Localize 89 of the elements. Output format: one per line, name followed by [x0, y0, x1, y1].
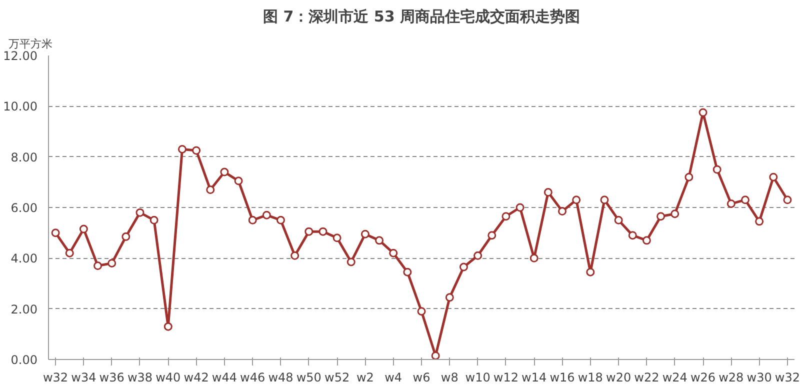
point: [136, 208, 144, 217]
x-tick-label: w34: [71, 370, 96, 384]
point: [360, 230, 370, 238]
point: [79, 224, 88, 234]
point: [290, 251, 300, 260]
x-tick-label: w30: [746, 370, 772, 384]
x-tick-label: w52: [324, 370, 350, 384]
x-tick-label: w48: [268, 370, 294, 384]
point: [530, 254, 538, 262]
y-tick-label: 6.00: [10, 201, 38, 215]
x-tick-label: w14: [522, 370, 547, 384]
point: [600, 196, 609, 204]
x-tick-label: w32: [42, 370, 68, 384]
y-tick-label: 10.00: [3, 100, 38, 114]
y-tick-label: 12.00: [3, 49, 38, 63]
point: [375, 236, 384, 245]
y-axis-title: 万平方米: [8, 38, 52, 50]
point: [262, 210, 271, 220]
x-tick-label: w44: [212, 370, 237, 384]
y-tick-label: 4.00: [10, 252, 38, 266]
x-tick-label: w46: [240, 370, 266, 384]
point: [445, 293, 454, 302]
point: [755, 217, 764, 226]
x-tick-label: w50: [296, 370, 322, 384]
point: [178, 144, 186, 154]
point: [712, 165, 722, 174]
point: [150, 216, 158, 224]
point: [389, 248, 398, 258]
point: [431, 351, 440, 360]
point: [726, 199, 736, 208]
point: [488, 231, 496, 240]
point: [614, 216, 623, 224]
y-tick-label: 0.00: [10, 353, 38, 367]
point: [642, 236, 651, 245]
y-tick-label: 8.00: [10, 150, 38, 164]
point: [740, 196, 750, 204]
point: [234, 176, 243, 186]
point: [572, 196, 581, 204]
point: [206, 186, 215, 194]
point: [248, 216, 257, 224]
point: [769, 172, 778, 182]
point: [628, 231, 637, 240]
x-tick-label: w24: [662, 370, 688, 384]
point: [94, 262, 102, 270]
point: [502, 212, 510, 221]
point: [698, 108, 708, 117]
point: [65, 248, 74, 258]
point: [670, 210, 680, 218]
point: [318, 227, 328, 236]
point: [192, 146, 201, 155]
x-tick-label: w18: [578, 370, 603, 384]
point: [684, 172, 694, 182]
point: [474, 251, 482, 260]
x-tick-label: w38: [127, 370, 153, 384]
x-tick-label: w40: [156, 370, 181, 384]
point: [656, 212, 666, 221]
x-tick-label: w22: [634, 370, 660, 384]
x-tick-label: w32: [774, 370, 800, 384]
point: [558, 207, 567, 216]
x-tick-label: w12: [493, 370, 519, 384]
point: [586, 268, 595, 276]
x-tick-label: w36: [99, 370, 124, 384]
point: [417, 307, 426, 316]
x-tick-label: w8: [440, 370, 458, 384]
x-tick-label: w2: [356, 370, 374, 384]
point: [164, 322, 172, 331]
point: [346, 258, 356, 266]
point: [108, 258, 116, 268]
point: [51, 228, 60, 238]
point: [332, 234, 342, 242]
x-tick-label: w16: [550, 370, 575, 384]
point: [276, 216, 285, 224]
point: [220, 168, 229, 176]
x-tick-label: w28: [718, 370, 744, 384]
point: [304, 227, 314, 236]
y-tick-label: 2.00: [10, 302, 38, 316]
x-tick-label: w20: [606, 370, 632, 384]
point: [516, 203, 524, 212]
x-tick-label: w26: [690, 370, 716, 384]
point: [783, 196, 792, 204]
point: [459, 262, 468, 272]
x-tick-label: w42: [184, 370, 209, 384]
x-tick-label: w4: [384, 370, 402, 384]
chart-title: 图 7：深圳市近 53 周商品住宅成交面积走势图: [263, 8, 580, 26]
x-tick-label: w6: [412, 370, 430, 384]
point: [403, 268, 412, 276]
x-tick-label: w10: [465, 370, 490, 384]
point: [122, 232, 130, 241]
point: [544, 188, 552, 197]
